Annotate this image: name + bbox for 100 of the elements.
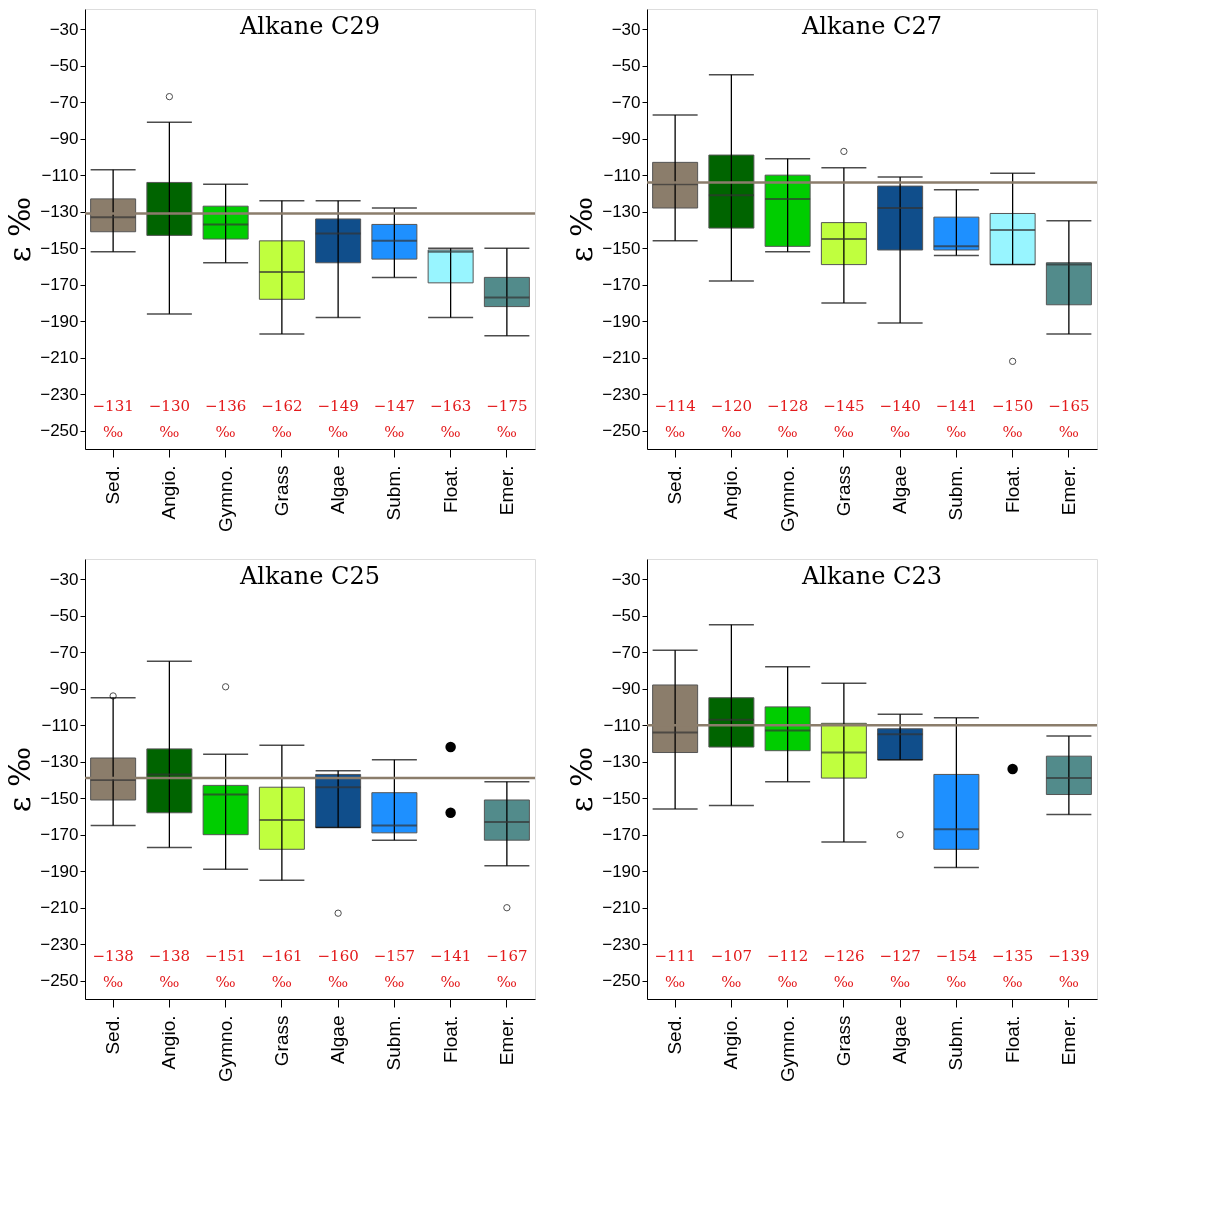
y-tick-label: −170 [602,825,641,845]
chart-title: Alkane C29 [238,12,381,40]
x-tick-label: Subm. [383,465,405,521]
x-tick-label: Angio. [158,465,180,520]
y-tick-label: −190 [602,311,641,331]
annotation: −141 ‰ [430,947,472,991]
x-tick-label: Gymno. [214,465,236,533]
y-tick-label: −190 [40,311,79,331]
x-tick-label: Algae [889,465,911,515]
y-tick-label: −110 [603,715,641,735]
annotation: −107 ‰ [710,947,752,991]
y-tick-label: −90 [611,129,641,149]
x-tick-label: Gymno. [776,465,798,533]
x-tick-label: Float. [439,465,461,514]
annotation: −175 ‰ [486,397,528,441]
x-tick-label: Float. [1001,465,1023,514]
x-tick-label: Grass [270,1015,292,1067]
y-tick-label: −110 [603,165,641,185]
y-tick-label: −150 [40,788,79,808]
annotation: −111 ‰ [654,947,696,991]
y-tick-label: −30 [49,569,79,589]
y-tick-label: −50 [49,606,79,626]
x-tick-label: Grass [832,465,854,517]
annotation: −163 ‰ [430,397,472,441]
x-tick-label: Emer. [495,1015,517,1066]
x-tick-label: Emer. [495,465,517,516]
y-tick-label: −250 [602,421,641,441]
annotation: −150 ‰ [992,397,1034,441]
x-tick-label: Angio. [720,1015,742,1070]
y-tick-label: −130 [602,752,641,772]
annotation: −160 ‰ [317,947,359,991]
x-tick-label: Emer. [1057,1015,1079,1066]
x-tick-label: Subm. [945,465,967,521]
annotation: −127 ‰ [879,947,921,991]
x-tick-label: Subm. [383,1015,405,1071]
y-tick-label: −190 [602,861,641,881]
annotation: −149 ‰ [317,397,359,441]
y-tick-label: −210 [602,348,641,368]
x-tick-label: Sed. [664,1015,686,1055]
annotation: −147 ‰ [373,397,415,441]
y-tick-label: −250 [40,421,79,441]
y-tick-label: −90 [611,679,641,699]
chart-title: Alkane C23 [800,562,943,590]
y-tick-label: −150 [602,788,641,808]
y-tick-label: −70 [49,92,79,112]
annotation: −162 ‰ [261,397,303,441]
y-tick-label: −150 [602,238,641,258]
annotation: −114 ‰ [654,397,696,441]
annotation: −138 ‰ [148,947,190,991]
y-tick-label: −130 [602,202,641,222]
y-tick-label: −30 [49,19,79,39]
annotation: −139 ‰ [1048,947,1090,991]
x-tick-label: Sed. [664,465,686,505]
x-tick-label: Algae [889,1015,911,1065]
annotation: −130 ‰ [148,397,190,441]
x-tick-label: Emer. [1057,465,1079,516]
y-axis-title: ε ‰ [2,196,38,263]
x-tick-label: Float. [1001,1015,1023,1064]
annotation: −135 ‰ [992,947,1034,991]
x-tick-label: Float. [439,1015,461,1064]
y-tick-label: −250 [40,971,79,991]
x-tick-label: Subm. [945,1015,967,1071]
y-tick-label: −250 [602,971,641,991]
annotation: −141 ‰ [935,397,977,441]
y-tick-label: −210 [40,898,79,918]
y-tick-label: −50 [611,606,641,626]
y-tick-label: −30 [611,19,641,39]
x-tick-label: Gymno. [214,1015,236,1083]
y-tick-label: −170 [40,275,79,295]
y-tick-label: −230 [602,384,641,404]
y-tick-label: −210 [40,348,79,368]
chart-title: Alkane C25 [238,562,381,590]
y-axis-title: ε ‰ [564,746,600,813]
annotation: −136 ‰ [205,397,247,441]
y-tick-label: −30 [611,569,641,589]
y-tick-label: −50 [49,56,79,76]
y-tick-label: −90 [49,129,79,149]
annotation: −112 ‰ [767,947,809,991]
y-tick-label: −150 [40,238,79,258]
x-tick-label: Angio. [720,465,742,520]
y-axis-title: ε ‰ [564,196,600,263]
y-axis-title: ε ‰ [2,746,38,813]
annotation: −131 ‰ [92,397,134,441]
annotation: −140 ‰ [879,397,921,441]
annotation: −138 ‰ [92,947,134,991]
x-tick-label: Sed. [102,465,124,505]
x-tick-label: Algae [327,465,349,515]
y-tick-label: −70 [611,92,641,112]
y-tick-label: −70 [611,642,641,662]
y-tick-label: −110 [41,715,79,735]
x-tick-label: Algae [327,1015,349,1065]
y-tick-label: −50 [611,56,641,76]
y-tick-label: −170 [40,825,79,845]
x-tick-label: Sed. [102,1015,124,1055]
y-tick-label: −230 [602,934,641,954]
chart-title: Alkane C27 [800,12,943,40]
annotation: −165 ‰ [1048,397,1090,441]
y-tick-label: −130 [40,752,79,772]
x-tick-label: Angio. [158,1015,180,1070]
annotation: −128 ‰ [767,397,809,441]
